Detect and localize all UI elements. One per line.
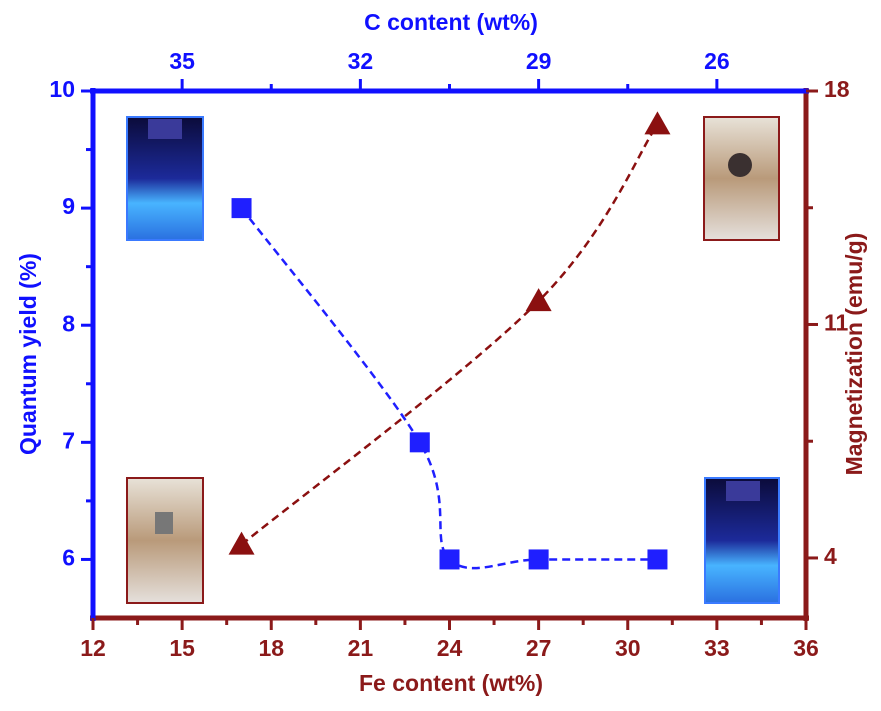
x2-tick-label: 35 bbox=[169, 48, 195, 74]
triangle-marker bbox=[525, 288, 552, 312]
x-tick-label: 24 bbox=[437, 635, 463, 661]
y2-tick-label: 18 bbox=[824, 76, 850, 102]
x-tick-label: 33 bbox=[704, 635, 730, 661]
vial-photo bbox=[126, 477, 204, 604]
square-marker bbox=[409, 432, 430, 453]
x-axis-label: Fe content (wt%) bbox=[359, 670, 543, 696]
y-tick-label: 10 bbox=[49, 76, 75, 102]
x-tick-label: 21 bbox=[348, 635, 374, 661]
square-marker bbox=[647, 549, 668, 570]
x-tick-label: 12 bbox=[80, 635, 106, 661]
x2-tick-label: 29 bbox=[526, 48, 552, 74]
y-tick-label: 9 bbox=[62, 193, 75, 219]
y-tick-label: 7 bbox=[62, 427, 75, 453]
x-tick-label: 27 bbox=[526, 635, 552, 661]
magnet bbox=[155, 512, 173, 534]
y-tick-label: 8 bbox=[62, 310, 75, 336]
magnet bbox=[728, 153, 752, 177]
square-marker bbox=[439, 549, 460, 570]
square-marker bbox=[231, 198, 252, 219]
vial-cap bbox=[148, 119, 182, 139]
y2-axis-label: Magnetization (emu/g) bbox=[841, 233, 867, 476]
x-tick-label: 15 bbox=[169, 635, 195, 661]
y2-tick-label: 11 bbox=[824, 310, 849, 336]
x-tick-label: 18 bbox=[258, 635, 284, 661]
x2-tick-label: 32 bbox=[348, 48, 374, 74]
y-tick-label: 6 bbox=[62, 545, 75, 571]
inset-images bbox=[126, 116, 780, 604]
dashed-curve bbox=[240, 123, 659, 546]
dashed-curve bbox=[240, 207, 658, 570]
x-tick-label: 30 bbox=[615, 635, 641, 661]
square-marker bbox=[528, 549, 549, 570]
y2-tick-label: 4 bbox=[824, 543, 837, 569]
x-tick-label: 36 bbox=[793, 635, 819, 661]
x2-axis-label: C content (wt%) bbox=[364, 9, 538, 35]
triangle-marker bbox=[228, 531, 255, 555]
vial-photo bbox=[703, 116, 780, 241]
x2-tick-label: 26 bbox=[704, 48, 730, 74]
triangle-marker bbox=[644, 111, 671, 135]
y-axis-label: Quantum yield (%) bbox=[15, 253, 41, 455]
vial-cap bbox=[726, 481, 760, 501]
